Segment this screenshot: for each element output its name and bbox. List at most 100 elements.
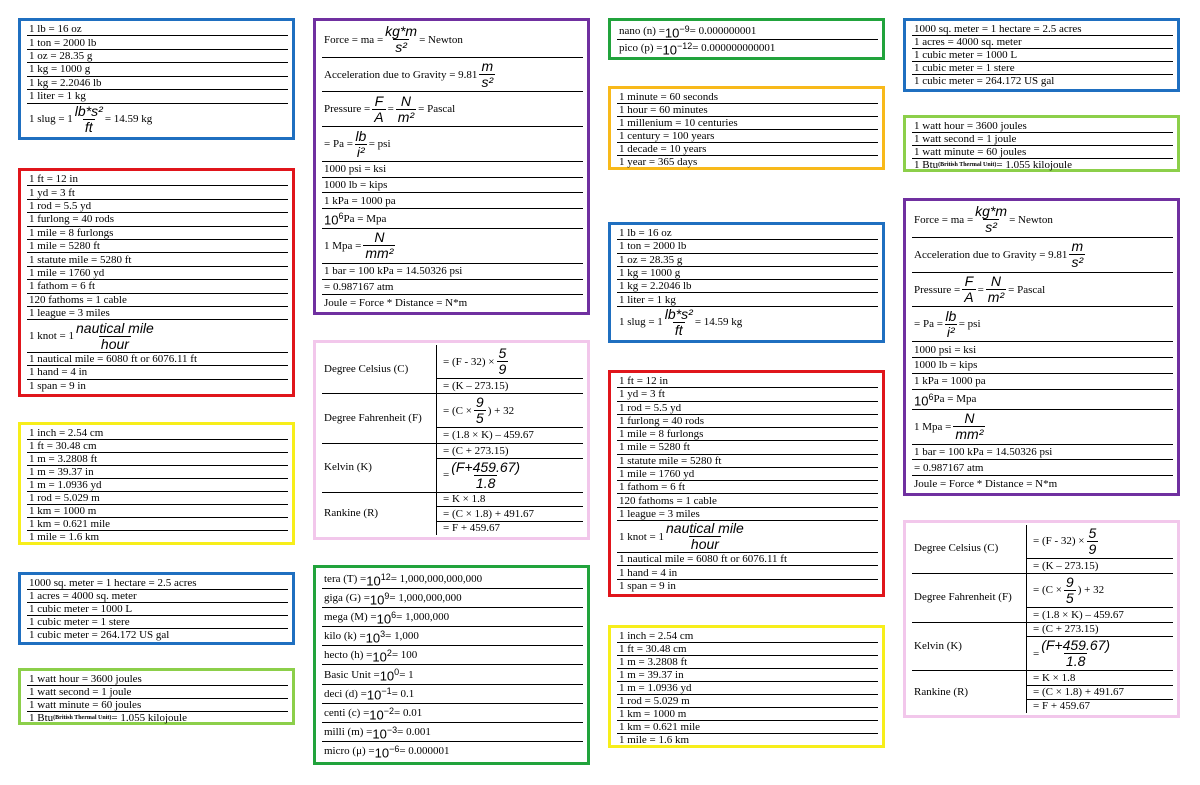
temperature-label: Degree Fahrenheit (F) <box>322 394 437 443</box>
text: tera (T) = <box>324 573 367 586</box>
power: 1012 <box>366 571 390 587</box>
conversion-row: micro (μ) = 10−6 = 0.000001 <box>322 742 583 760</box>
text: 1 ft = 12 in <box>619 375 668 388</box>
exponent: 9 <box>384 590 390 601</box>
label-text: Kelvin (K) <box>914 639 962 652</box>
conversion-row: 1 minute = 60 seconds <box>617 91 878 104</box>
text: = Pascal <box>418 103 456 116</box>
temperature-row: Kelvin (K) = (C + 273.15) = (F+459.67) 1.8 <box>322 443 583 493</box>
numerator: nautical mile <box>76 319 154 336</box>
text: 1 millenium = 10 centuries <box>619 117 738 129</box>
conversion-row: 1 kPa = 1000 pa <box>912 374 1173 390</box>
conversion-row: 1 mile = 8 furlongs <box>27 227 288 241</box>
exponent: −1 <box>381 686 392 697</box>
denominator: ft <box>82 118 95 135</box>
formula-row: = (C × 9 5) + 32 <box>437 394 583 429</box>
conversion-row: 1 watt second = 1 joule <box>912 133 1173 146</box>
base: 10 <box>369 706 384 722</box>
text: 1 lb = 16 oz <box>29 23 82 36</box>
formulas: = (F - 32) × 5 9 = (K – 273.15) <box>437 345 583 393</box>
text: 1 kg = 1000 g <box>619 266 681 279</box>
text: 1 rod = 5.5 yd <box>619 401 682 414</box>
text: 1 hand = 4 in <box>619 566 678 579</box>
conversion-row: 1 ton = 2000 lb <box>617 240 878 254</box>
text: = 100 <box>391 649 418 662</box>
text: ) + 32 <box>1077 584 1105 597</box>
base: 10 <box>379 668 395 684</box>
text: = 14.59 kg <box>104 113 153 126</box>
denominator: 5 <box>473 410 486 427</box>
conversion-row: 1 m = 3.2808 ft <box>27 453 288 466</box>
conversion-row: 1 acres = 4000 sq. meter <box>27 590 288 603</box>
text: 1 mile = 1.6 km <box>619 734 690 746</box>
text: 1 inch = 2.54 cm <box>29 427 104 439</box>
conversion-row: 1 nautical mile = 6080 ft or 6076.11 ft <box>617 553 878 567</box>
text: 120 fathoms = 1 cable <box>29 293 127 306</box>
text: = Pa = <box>324 138 353 151</box>
text: = Pa = <box>914 318 943 331</box>
denominator: 1.8 <box>473 474 498 491</box>
text: = <box>1033 647 1040 660</box>
conversion-row: 1 kg = 1000 g <box>27 63 288 77</box>
text: mega (M) = <box>324 611 377 624</box>
power: 103 <box>366 628 385 644</box>
conversion-row: deci (d) = 10−1 = 0.1 <box>322 685 583 704</box>
conversion-row: 1 ft = 30.48 cm <box>27 440 288 453</box>
text: 1 cubic meter = 264.172 US gal <box>914 75 1055 87</box>
text: 1 kPa = 1000 pa <box>324 194 396 207</box>
text: = 1,000,000,000,000 <box>390 573 483 586</box>
exponent: 6 <box>338 211 344 222</box>
text: 1 kg = 2.2046 lb <box>619 280 692 293</box>
text: 1 oz = 28.35 g <box>619 253 683 266</box>
denominator: A <box>962 289 976 306</box>
conversion-row: = 0.987167 atm <box>912 460 1173 477</box>
formula-row: = (F+459.67) 1.8 <box>437 459 583 492</box>
numerator: N <box>374 229 385 246</box>
text: Force = ma = <box>914 213 974 226</box>
text: 1 watt hour = 3600 joules <box>914 120 1027 132</box>
text: Joule = Force * Distance = N*m <box>324 296 468 309</box>
text: 1 km = 0.621 mile <box>619 721 701 733</box>
conversion-row: 1 mile = 1760 yd <box>617 468 878 482</box>
text: 1 kPa = 1000 pa <box>914 375 986 388</box>
conversion-row: 1 year = 365 days <box>617 156 878 168</box>
numerator: kg*m <box>975 203 1008 220</box>
conversion-row: giga (G) = 109 = 1,000,000,000 <box>322 589 583 609</box>
denominator: mm² <box>953 426 986 443</box>
text: = 0.987167 atm <box>324 280 394 293</box>
text: 1 knot = 1 <box>29 330 75 343</box>
conversion-row: 1 statute mile = 5280 ft <box>27 253 288 267</box>
formulas: = (C + 273.15) = (F+459.67) 1.8 <box>1027 623 1173 671</box>
conversion-row: 1 ft = 12 in <box>27 173 288 187</box>
exponent: −9 <box>679 24 690 34</box>
text: = 1,000,000,000 <box>389 592 462 605</box>
power: 106 <box>377 609 396 625</box>
conversion-row: 1 yd = 3 ft <box>27 186 288 200</box>
fraction: m s² <box>479 59 496 91</box>
denominator: m² <box>985 289 1007 306</box>
text: 1 kg = 1000 g <box>29 63 91 76</box>
conversion-row: 1 fathom = 6 ft <box>617 481 878 495</box>
conversion-row: 1 ton = 2000 lb <box>27 36 288 50</box>
text: 1 rod = 5.029 m <box>29 492 100 504</box>
conversion-row: 1 watt hour = 3600 joules <box>27 673 288 686</box>
denominator: s² <box>479 74 496 91</box>
text: = 1.055 kilojoule <box>111 712 187 724</box>
conversion-row: 1 cubic meter = 1 stere <box>27 616 288 629</box>
text: = (F - 32) × <box>443 355 495 368</box>
text: 1 cubic meter = 1000 L <box>29 603 133 615</box>
denominator: s² <box>1069 254 1086 271</box>
conversion-row: 1 bar = 100 kPa = 14.50326 psi <box>322 264 583 280</box>
text: 1 watt second = 1 joule <box>914 133 1017 145</box>
text: 1 liter = 1 kg <box>29 90 86 103</box>
conversion-box: Force = ma = kg*m s² = Newton Acceleration… <box>313 18 590 315</box>
text: 1 acres = 4000 sq. meter <box>914 36 1022 48</box>
numerator: kg*m <box>385 23 418 40</box>
temperature-label: Kelvin (K) <box>912 622 1027 671</box>
power: 106 <box>324 210 343 226</box>
